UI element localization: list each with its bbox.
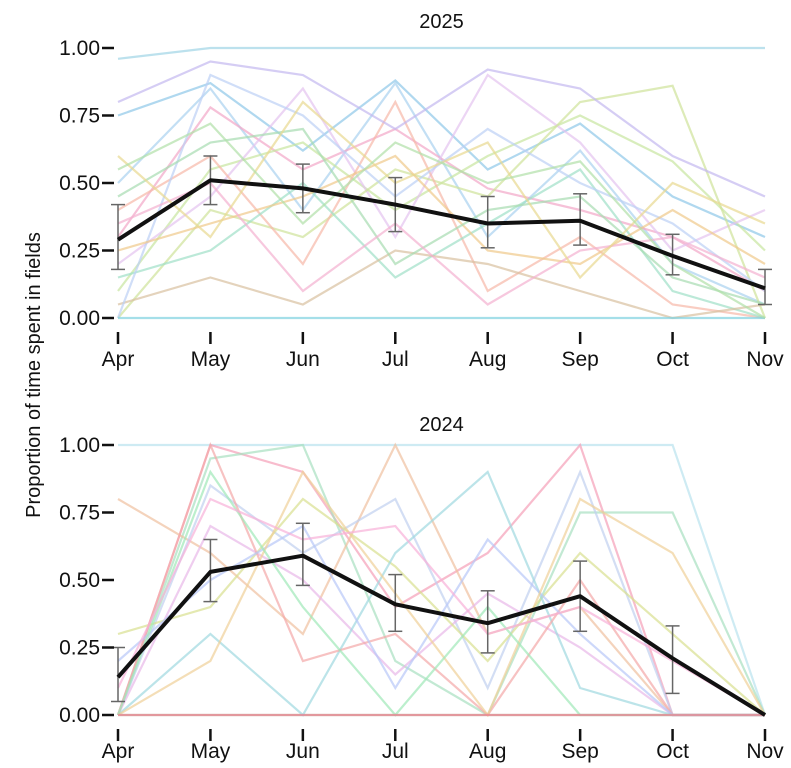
error-bar-apr xyxy=(111,203,125,271)
x-tick-label-jun: Jun xyxy=(286,740,320,763)
individual-line-6 xyxy=(117,524,765,717)
x-tick-label-apr: Apr xyxy=(102,740,135,763)
x-tick-label-oct: Oct xyxy=(656,348,689,371)
y-tick-label: 0.75 xyxy=(59,105,100,128)
individual-line-1 xyxy=(117,78,766,239)
y-tick-label: 1.00 xyxy=(59,434,100,457)
individual-line-0 xyxy=(117,46,765,60)
y-tick-label: 0.50 xyxy=(59,569,100,592)
individual-line-11 xyxy=(117,469,766,718)
individual-line-2 xyxy=(117,81,766,306)
x-tick-label-aug: Aug xyxy=(469,348,506,371)
individual-line-10 xyxy=(117,524,765,717)
y-tick-label: 0.75 xyxy=(59,502,100,525)
x-tick-label-may: May xyxy=(191,348,231,371)
individual-line-7 xyxy=(117,497,766,716)
individual-line-5 xyxy=(117,73,766,265)
mean-line xyxy=(116,178,766,291)
individual-line-4 xyxy=(116,469,765,717)
mean-line xyxy=(116,553,767,717)
individual-line-11 xyxy=(117,154,766,266)
x-tick-label-may: May xyxy=(191,740,231,763)
y-axis-label: Proportion of time spent in fields xyxy=(23,232,45,518)
x-tick-label-apr: Apr xyxy=(102,348,135,371)
x-tick-label-jul: Jul xyxy=(382,740,409,763)
individual-line-8 xyxy=(117,470,765,717)
individual-line-7 xyxy=(117,99,766,320)
y-tick-label: 0.25 xyxy=(59,240,100,263)
individual-line-9 xyxy=(117,249,766,320)
individual-line-13 xyxy=(117,181,766,306)
x-tick-label-jul: Jul xyxy=(382,348,409,371)
individual-line-17 xyxy=(117,122,766,319)
y-tick-label: 0.00 xyxy=(59,704,100,727)
individual-line-14 xyxy=(117,60,766,198)
panel-2024: 2024 0.00 0.25 0.50 0.75 1.00 Apr May Jun Jul Aug S… xyxy=(59,414,784,763)
x-tick-label-sep: Sep xyxy=(561,348,598,371)
individual-line-8 xyxy=(117,168,766,320)
x-tick-label-sep: Sep xyxy=(561,740,598,763)
panel-2025: 2025 0.00 0.25 0.50 0.75 1.00 Apr May Jun Jul Aug S… xyxy=(59,11,784,371)
y-tick-label: 1.00 xyxy=(59,37,100,60)
x-tick-label-nov: Nov xyxy=(746,740,784,763)
individual-line-2 xyxy=(116,443,767,717)
x-tick-label-jun: Jun xyxy=(286,348,320,371)
chart-title: 2024 xyxy=(419,414,464,436)
x-tick-label-aug: Aug xyxy=(469,740,506,763)
individual-line-9 xyxy=(116,441,765,717)
x-tick-label-nov: Nov xyxy=(746,348,784,371)
x-tick-label-oct: Oct xyxy=(656,740,689,763)
y-tick-label: 0.50 xyxy=(59,172,100,195)
individual-line-0 xyxy=(118,443,767,716)
y-tick-label: 0.25 xyxy=(59,637,100,660)
chart-title: 2025 xyxy=(419,11,464,33)
individual-line-3 xyxy=(117,442,765,717)
individual-line-13 xyxy=(117,497,766,716)
y-tick-label: 0.00 xyxy=(59,307,100,330)
